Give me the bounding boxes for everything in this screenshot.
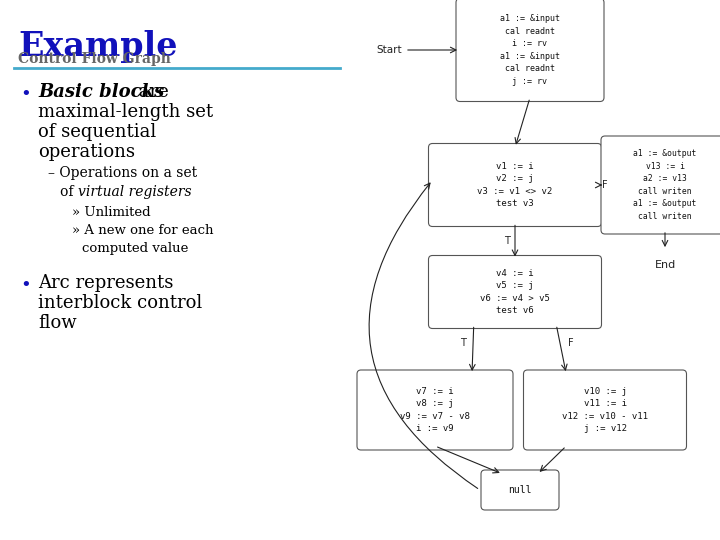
Text: virtual registers: virtual registers xyxy=(78,185,192,199)
FancyBboxPatch shape xyxy=(428,255,601,328)
Text: of sequential: of sequential xyxy=(38,123,156,141)
Text: •: • xyxy=(20,276,31,294)
Text: computed value: computed value xyxy=(82,242,189,255)
FancyBboxPatch shape xyxy=(481,470,559,510)
FancyBboxPatch shape xyxy=(456,0,604,102)
FancyBboxPatch shape xyxy=(523,370,686,450)
Text: •: • xyxy=(20,85,31,103)
FancyBboxPatch shape xyxy=(357,370,513,450)
Text: v1 := i
v2 := j
v3 := v1 <> v2
test v3: v1 := i v2 := j v3 := v1 <> v2 test v3 xyxy=(477,162,553,208)
Text: » A new one for each: » A new one for each xyxy=(72,224,214,237)
Text: flow: flow xyxy=(38,314,76,332)
Text: – Operations on a set: – Operations on a set xyxy=(48,166,197,180)
Text: v7 := i
v8 := j
v9 := v7 - v8
i := v9: v7 := i v8 := j v9 := v7 - v8 i := v9 xyxy=(400,387,470,433)
Text: Arc represents: Arc represents xyxy=(38,274,174,292)
Text: v4 := i
v5 := j
v6 := v4 > v5
test v6: v4 := i v5 := j v6 := v4 > v5 test v6 xyxy=(480,269,550,315)
Text: F: F xyxy=(568,338,574,348)
Text: End: End xyxy=(654,260,675,270)
Text: F: F xyxy=(603,180,608,190)
Text: interblock control: interblock control xyxy=(38,294,202,312)
Text: T: T xyxy=(460,338,466,348)
Text: a1 := &output
v13 := i
a2 := v13
call writen
a1 := &output
call writen: a1 := &output v13 := i a2 := v13 call wr… xyxy=(634,149,697,221)
Text: Start: Start xyxy=(377,45,402,55)
Text: Example: Example xyxy=(18,30,178,63)
Text: a1 := &input
cal readnt
i := rv
a1 := &input
cal readnt
j := rv: a1 := &input cal readnt i := rv a1 := &i… xyxy=(500,14,560,86)
Text: maximal-length set: maximal-length set xyxy=(38,103,213,121)
Text: Basic blocks: Basic blocks xyxy=(38,83,164,101)
Text: are: are xyxy=(133,83,168,101)
Text: v10 := j
v11 := i
v12 := v10 - v11
j := v12: v10 := j v11 := i v12 := v10 - v11 j := … xyxy=(562,387,648,433)
Text: T: T xyxy=(504,236,510,246)
FancyBboxPatch shape xyxy=(601,136,720,234)
Text: null: null xyxy=(508,485,532,495)
Text: Control Flow Graph: Control Flow Graph xyxy=(18,52,171,66)
Text: operations: operations xyxy=(38,143,135,161)
Text: of: of xyxy=(60,185,78,199)
FancyBboxPatch shape xyxy=(428,144,601,226)
Text: » Unlimited: » Unlimited xyxy=(72,206,150,219)
